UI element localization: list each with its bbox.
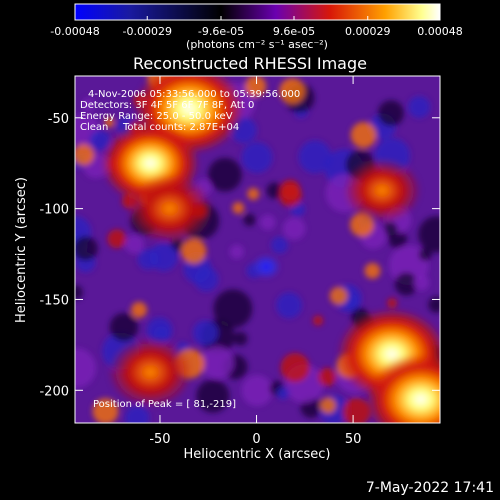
- colorbar-tick-label: -9.6e-05: [198, 25, 244, 38]
- heatmap-cell: [229, 244, 244, 259]
- heatmap-cell: [241, 375, 273, 407]
- heatmap-cell: [125, 234, 145, 254]
- heatmap-cell: [320, 397, 337, 414]
- heatmap-cell: [279, 78, 306, 104]
- heatmap-cell: [196, 379, 230, 413]
- heatmap-cell: [387, 298, 398, 309]
- heatmap-cell: [104, 117, 115, 128]
- y-axis-label: Heliocentric Y (arcsec): [14, 177, 29, 323]
- annotation-peak-position: Position of Peak = [ 81,-219]: [93, 399, 236, 410]
- x-axis-label: Heliocentric X (arcsec): [184, 447, 331, 462]
- annotation-energy-range: Energy Range: 25.0 - 50.0 keV: [80, 111, 233, 122]
- heatmap-cell: [378, 100, 404, 127]
- heatmap-cell: [213, 289, 253, 329]
- heatmap-cell: [394, 272, 418, 296]
- y-tick-label: -100: [39, 203, 69, 218]
- annotation-total-counts: Total counts: 2.87E+04: [122, 122, 239, 133]
- colorbar-tick-label: 0.00048: [417, 25, 463, 38]
- heatmap-cell: [124, 405, 150, 423]
- heatmap-cell: [342, 398, 371, 423]
- heatmap-cell: [241, 142, 273, 173]
- heatmap-cell: [413, 274, 430, 291]
- heatmap-cell: [282, 217, 306, 240]
- colorbar-tick-label: 0.00029: [345, 25, 391, 38]
- heatmap-cell: [107, 229, 127, 249]
- colorbar-gradient: [74, 3, 441, 21]
- heatmap-cell: [247, 187, 260, 201]
- heatmap-cell: [75, 144, 95, 166]
- colorbar-tick-label: -0.00029: [123, 25, 172, 38]
- x-tick-label: 0: [252, 432, 260, 447]
- heatmap-cell: [298, 140, 332, 174]
- heatmap-cell: [266, 182, 283, 199]
- heatmap-cell: [383, 221, 398, 237]
- heatmap-cell: [276, 386, 290, 400]
- heatmap-cell: [146, 317, 173, 344]
- colorbar: -0.00048 -0.00029 -9.6e-05 9.6e-05 0.00029 0.…: [50, 3, 463, 51]
- heatmap-cell: [75, 348, 97, 388]
- heatmap-cell: [244, 76, 267, 97]
- heatmap-cell: [350, 122, 377, 148]
- heatmap-cell: [329, 286, 348, 305]
- annotation-time-range: 4-Nov-2006 05:33:56.000 to 05:39:56.000: [88, 89, 300, 100]
- heatmap-cell: [201, 346, 234, 380]
- heatmap-cell: [208, 157, 242, 192]
- x-tick-label: 50: [345, 432, 362, 447]
- heatmap-cell: [312, 315, 324, 326]
- heatmap-cell: [271, 236, 289, 254]
- bright-region: [107, 336, 193, 408]
- annotation-method: Clean: [80, 122, 108, 133]
- heatmap-cell: [233, 331, 248, 346]
- y-tick-label: -50: [48, 112, 69, 127]
- heatmap-image: [75, 76, 440, 423]
- heatmap-cell: [276, 292, 302, 319]
- heatmap-cell: [92, 398, 119, 423]
- colorbar-tick-label: 9.6e-05: [273, 25, 315, 38]
- heatmap-cell: [418, 248, 432, 262]
- heatmap-cell: [181, 238, 207, 264]
- y-tick-label: -200: [39, 384, 69, 399]
- heatmap-cell: [131, 301, 147, 318]
- colorbar-tick-label: -0.00048: [50, 25, 99, 38]
- heatmap-cell: [192, 320, 218, 346]
- chart-title: Reconstructed RHESSI Image: [133, 54, 367, 73]
- heatmap-cell: [408, 96, 431, 118]
- bright-region: [365, 353, 440, 423]
- heatmap-cell: [89, 130, 111, 151]
- plot-frame: [74, 75, 441, 424]
- y-tick-label: -150: [39, 293, 69, 308]
- heatmap-cell: [280, 179, 301, 200]
- heatmap-cell: [75, 285, 83, 300]
- heatmap-cell: [428, 296, 440, 313]
- footer-date: 7-May-2022 17:41: [365, 480, 494, 496]
- x-tick-label: -50: [149, 432, 170, 447]
- heatmap-cell: [318, 367, 337, 387]
- heatmap-cell: [75, 236, 98, 261]
- heatmap-cell: [109, 312, 139, 342]
- colorbar-units: (photons cm⁻² s⁻¹ asec⁻²): [186, 38, 328, 51]
- annotation-detectors: Detectors: 3F 4F 5F 6F 7F 8F, Att 0: [80, 100, 254, 111]
- heatmap-cell: [232, 202, 245, 214]
- heatmap-minimum: [252, 254, 281, 279]
- heatmap-cell: [82, 98, 95, 111]
- heatmap-cell: [418, 216, 440, 253]
- bright-region: [342, 157, 422, 224]
- heatmap-cell: [149, 243, 178, 272]
- heatmap-cell: [260, 214, 276, 230]
- heatmap-cell: [243, 213, 256, 227]
- heatmap-cell: [280, 353, 310, 383]
- bright-region: [127, 173, 213, 245]
- heatmap-cell: [364, 262, 381, 279]
